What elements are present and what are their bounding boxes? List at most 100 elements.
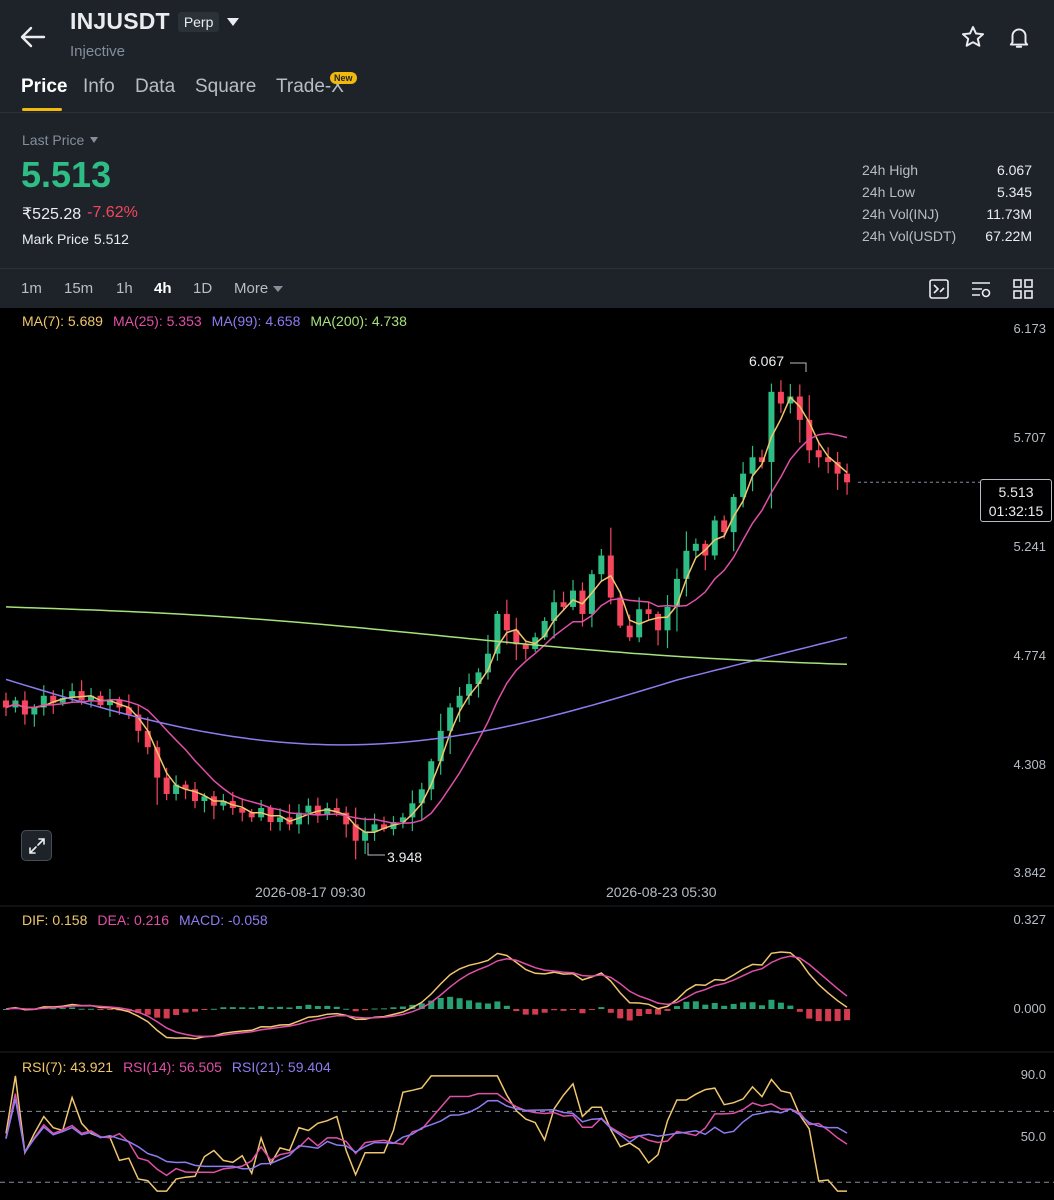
macd-histogram-bar: [314, 1006, 321, 1009]
macd-histogram-bar: [541, 1009, 548, 1013]
rsi7-line: [5, 1075, 847, 1192]
candle-body: [759, 457, 765, 462]
interval-more[interactable]: More: [234, 280, 284, 297]
expand-icon[interactable]: [21, 830, 52, 861]
candle-body: [598, 555, 605, 575]
macd-axis-tick: 0.327: [1013, 912, 1046, 927]
macd-histogram-bar: [173, 1009, 180, 1016]
macd-histogram-bar: [59, 1008, 66, 1010]
macd-histogram-bar: [503, 1005, 510, 1009]
last-price-label-text: Last Price: [22, 132, 85, 148]
rsi-axis-tick: 50.0: [1020, 1129, 1046, 1144]
stat-label: 24h Vol(USDT): [862, 228, 957, 244]
candle-body: [50, 695, 57, 703]
macd-histogram-bar: [664, 1009, 671, 1011]
candle-body: [88, 695, 95, 701]
new-badge: New: [330, 72, 357, 84]
tab-square[interactable]: Square: [195, 76, 257, 97]
interval-1h[interactable]: 1h: [116, 280, 133, 297]
macd-histogram-bar: [78, 1008, 85, 1010]
star-icon[interactable]: [958, 22, 988, 52]
bell-icon[interactable]: [1004, 22, 1034, 52]
indicator-settings-icon[interactable]: [928, 278, 950, 300]
candle-body: [683, 550, 690, 579]
macd-histogram-bar: [295, 1006, 302, 1009]
stat-label: 24h High: [862, 162, 919, 178]
macd-histogram-bar: [88, 1008, 95, 1010]
candle-body: [749, 457, 756, 474]
macd-histogram-bar: [333, 1006, 340, 1009]
tab-bar: Price Info Data Square Trade-X: [0, 72, 1054, 112]
candle-body: [201, 796, 208, 801]
macd-histogram-bar: [305, 1004, 312, 1009]
candle-body: [579, 590, 586, 614]
asset-name: Injective: [70, 43, 126, 60]
macd-histogram-bar: [220, 1007, 227, 1009]
low-marker-label: 3.948: [387, 849, 423, 865]
tab-data[interactable]: Data: [135, 76, 176, 97]
interval-1d[interactable]: 1D: [193, 280, 213, 297]
macd-histogram-bar: [154, 1009, 161, 1018]
macd-histogram-bar: [390, 1007, 397, 1009]
chart-style-icon[interactable]: [970, 278, 992, 300]
candle-body: [768, 391, 775, 462]
macd-histogram-bar: [324, 1005, 331, 1009]
candle-body: [31, 707, 38, 715]
mark-price-value: 5.512: [93, 231, 129, 247]
time-axis-tick: 2026-08-23 05:30: [606, 884, 717, 900]
candle-body: [588, 574, 595, 614]
candle-body: [541, 620, 548, 638]
interval-1m[interactable]: 1m: [21, 280, 42, 297]
candle-body: [324, 808, 331, 816]
ma7-line: [5, 395, 848, 833]
candle-body: [69, 691, 76, 699]
candle-countdown: 01:32:15: [988, 503, 1044, 519]
current-price-box: 5.513 01:32:15: [980, 479, 1052, 522]
macd-histogram-bar: [636, 1009, 643, 1017]
tab-info[interactable]: Info: [83, 76, 115, 97]
symbol-title[interactable]: INJUSDT: [70, 8, 170, 34]
tab-trade-x[interactable]: Trade-X: [276, 76, 344, 97]
layout-grid-icon[interactable]: [1012, 278, 1034, 300]
back-arrow-icon[interactable]: [16, 20, 50, 54]
last-price-label[interactable]: Last Price: [22, 132, 99, 148]
stat-value: 6.067: [996, 162, 1032, 178]
dif-line: [5, 951, 848, 1040]
chevron-down-icon[interactable]: [227, 17, 240, 26]
stat-value: 11.73M: [986, 206, 1032, 222]
candle-body: [834, 461, 841, 474]
macd-histogram-bar: [69, 1007, 76, 1009]
macd-histogram-bar: [201, 1009, 208, 1010]
rsi-legend: RSI(7): 43.921 RSI(14): 56.505 RSI(21): …: [22, 1059, 331, 1075]
macd-histogram-bar: [815, 1009, 822, 1022]
macd-histogram-bar: [551, 1009, 558, 1011]
stat-value: 5.345: [996, 184, 1032, 200]
candle-body: [125, 707, 132, 715]
macd-histogram-bar: [673, 1006, 680, 1009]
ma-legend: MA(7): 5.689 MA(25): 5.353 MA(99): 4.658…: [22, 313, 407, 329]
candle-body: [418, 789, 425, 804]
candle-body: [192, 789, 198, 801]
macd-axis-tick: 0.000: [1013, 1001, 1046, 1016]
candle-body: [135, 714, 142, 731]
ma25-legend: MA(25): 5.353: [112, 313, 202, 329]
tab-price[interactable]: Price: [21, 76, 68, 97]
macd-histogram-bar: [655, 1009, 662, 1015]
macd-histogram-bar: [626, 1009, 633, 1021]
rsi-axis-tick: 90.0: [1020, 1067, 1046, 1082]
ma99-legend: MA(99): 4.658: [211, 313, 301, 329]
ma99-line: [5, 636, 848, 746]
candle-body: [777, 391, 784, 404]
interval-4h[interactable]: 4h: [154, 280, 172, 297]
ticker-panel: [0, 0, 1054, 308]
candle-body: [825, 457, 832, 462]
dea-line: [5, 955, 848, 1038]
candle-body: [106, 700, 113, 706]
candlestick-chart[interactable]: [0, 308, 1054, 1200]
macd-histogram-bar: [3, 1009, 9, 1010]
interval-15m[interactable]: 15m: [64, 280, 94, 297]
macd-histogram-bar: [702, 1004, 709, 1009]
macd-histogram-bar: [740, 1002, 747, 1009]
macd-histogram-bar: [588, 1009, 595, 1010]
divider: [0, 112, 1054, 113]
